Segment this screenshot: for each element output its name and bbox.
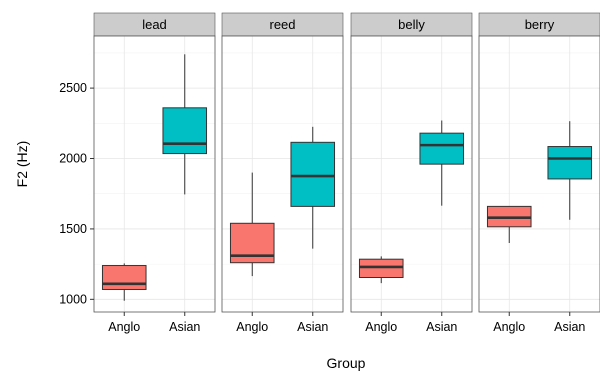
panel-border [478, 35, 600, 313]
box-berry-anglo [486, 205, 532, 243]
panels-layer: lead Anglo Asian reed Anglo Asian belly Anglo As… [93, 12, 600, 334]
panel-border [221, 35, 344, 313]
x-tick-label: Asian [297, 320, 328, 334]
facet-strip-label: lead [142, 17, 167, 32]
box-berry-asian [547, 121, 593, 220]
panel-border [93, 35, 216, 313]
facet-strip-label: belly [398, 17, 425, 32]
x-tick-label: Asian [554, 320, 585, 334]
facet-panel-belly: belly Anglo Asian [350, 12, 473, 334]
y-tick-label: 2500 [59, 81, 87, 95]
y-axis-title: F2 (Hz) [14, 141, 30, 188]
box-belly-anglo [358, 256, 404, 284]
x-tick-label: Anglo [493, 320, 525, 334]
facet-panel-lead: lead Anglo Asian [93, 12, 216, 334]
y-axis: 1000 1500 2000 2500 [59, 81, 94, 306]
box-reed-asian [290, 126, 336, 249]
x-tick-label: Asian [426, 320, 457, 334]
panel-border [350, 35, 473, 313]
y-tick-label: 2000 [59, 152, 87, 166]
box-body [162, 107, 208, 155]
box-body [547, 146, 593, 180]
facet-panel-reed: reed Anglo Asian [221, 12, 344, 334]
box-lead-asian [162, 54, 208, 195]
box-body [101, 265, 147, 290]
x-tick-label: Anglo [236, 320, 268, 334]
x-tick-label: Asian [169, 320, 200, 334]
facet-strip-label: reed [269, 17, 295, 32]
box-lead-anglo [101, 263, 147, 301]
box-body [419, 132, 465, 165]
y-tick-label: 1500 [59, 222, 87, 236]
x-tick-label: Anglo [365, 320, 397, 334]
box-reed-anglo [229, 172, 275, 277]
x-tick-label: Anglo [108, 320, 140, 334]
y-tick-label: 1000 [59, 292, 87, 306]
facet-strip-label: berry [525, 17, 555, 32]
facet-panel-berry: berry Anglo Asian [478, 12, 600, 334]
box-belly-asian [419, 120, 465, 206]
box-body [290, 141, 336, 207]
box-body [358, 258, 404, 278]
x-axis-title: Group [327, 355, 366, 371]
